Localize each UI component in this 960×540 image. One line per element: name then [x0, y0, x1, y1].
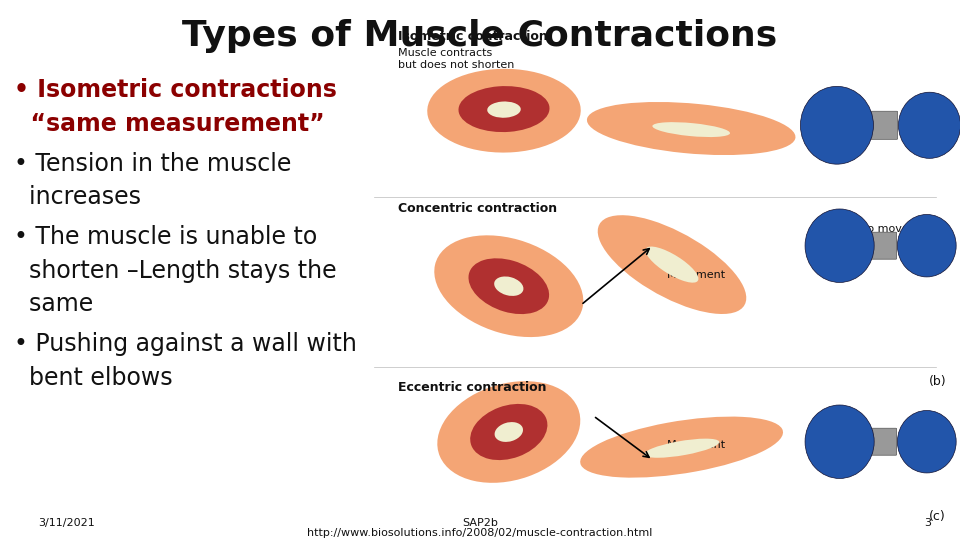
Text: • Pushing against a wall with: • Pushing against a wall with — [14, 332, 357, 356]
Text: SAP2b: SAP2b — [462, 518, 498, 528]
Text: (c): (c) — [929, 510, 946, 523]
Ellipse shape — [805, 405, 875, 478]
Text: • Tension in the muscle: • Tension in the muscle — [14, 152, 292, 176]
Text: 3: 3 — [924, 518, 931, 528]
Text: http://www.biosolutions.info/2008/02/muscle-contraction.html: http://www.biosolutions.info/2008/02/mus… — [307, 528, 653, 538]
Ellipse shape — [653, 122, 730, 137]
Text: Types of Muscle Contractions: Types of Muscle Contractions — [182, 19, 778, 53]
Ellipse shape — [470, 404, 547, 460]
Ellipse shape — [644, 438, 719, 458]
Ellipse shape — [434, 235, 584, 337]
Ellipse shape — [468, 258, 549, 314]
Text: Eccentric contraction: Eccentric contraction — [398, 381, 547, 394]
Ellipse shape — [459, 86, 549, 132]
FancyBboxPatch shape — [869, 111, 898, 139]
Text: “same measurement”: “same measurement” — [14, 112, 325, 136]
Ellipse shape — [488, 102, 520, 118]
Ellipse shape — [645, 247, 699, 282]
Ellipse shape — [580, 416, 783, 478]
FancyBboxPatch shape — [870, 428, 897, 455]
Text: increases: increases — [14, 185, 141, 209]
Text: Movement: Movement — [667, 440, 727, 450]
Ellipse shape — [898, 214, 956, 277]
Text: same: same — [14, 292, 94, 316]
Text: • Isometric contractions: • Isometric contractions — [14, 78, 337, 102]
Text: 3/11/2021: 3/11/2021 — [38, 518, 95, 528]
Text: • The muscle is unable to: • The muscle is unable to — [14, 225, 318, 249]
Ellipse shape — [598, 215, 746, 314]
Ellipse shape — [427, 69, 581, 153]
Text: No movement: No movement — [859, 224, 938, 234]
Ellipse shape — [438, 381, 580, 483]
Text: (b): (b) — [929, 375, 947, 388]
Text: Concentric contraction: Concentric contraction — [398, 202, 558, 215]
Ellipse shape — [587, 102, 796, 155]
Ellipse shape — [899, 92, 960, 158]
Text: shorten –Length stays the: shorten –Length stays the — [14, 259, 337, 282]
Text: bent elbows: bent elbows — [14, 366, 173, 389]
Ellipse shape — [801, 86, 874, 164]
Text: (a): (a) — [929, 231, 947, 244]
Ellipse shape — [805, 209, 875, 282]
Text: Isometric contraction: Isometric contraction — [398, 30, 548, 43]
FancyBboxPatch shape — [870, 232, 897, 259]
Ellipse shape — [494, 276, 523, 296]
Text: Muscle contracts
but does not shorten: Muscle contracts but does not shorten — [398, 48, 515, 70]
Ellipse shape — [494, 422, 523, 442]
Ellipse shape — [898, 410, 956, 473]
Text: Movement: Movement — [667, 270, 727, 280]
